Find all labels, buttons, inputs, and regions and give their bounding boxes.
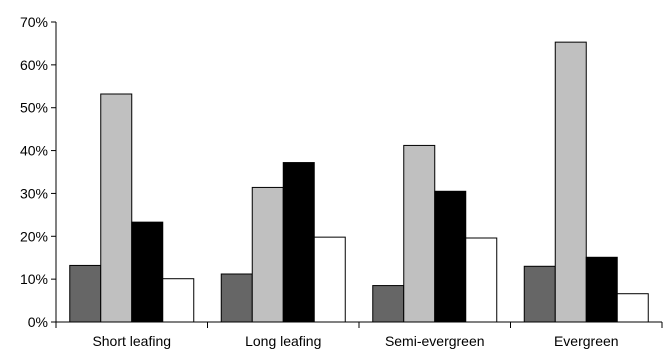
bar bbox=[100, 93, 133, 323]
bar bbox=[585, 256, 618, 323]
y-tick-label: 40% bbox=[20, 143, 48, 159]
y-tick-label: 30% bbox=[20, 185, 48, 201]
bar bbox=[523, 265, 556, 323]
y-tick-label: 0% bbox=[28, 314, 48, 330]
bar bbox=[131, 221, 164, 323]
x-tick-label: Evergreen bbox=[554, 333, 619, 349]
x-tick-label: Short leafing bbox=[92, 333, 171, 349]
bar bbox=[403, 144, 436, 323]
bar bbox=[162, 278, 195, 323]
bar bbox=[282, 162, 315, 323]
y-tick-label: 70% bbox=[20, 14, 48, 30]
bar bbox=[251, 186, 284, 323]
bar bbox=[554, 41, 587, 323]
x-tick-label: Long leafing bbox=[245, 333, 321, 349]
x-axis bbox=[55, 321, 663, 328]
y-tick-label: 60% bbox=[20, 57, 48, 73]
y-axis bbox=[51, 21, 57, 323]
bar bbox=[372, 285, 405, 323]
y-tick-label: 50% bbox=[20, 100, 48, 116]
bar bbox=[465, 237, 498, 323]
x-tick-label: Semi-evergreen bbox=[385, 333, 485, 349]
y-tick-label: 20% bbox=[20, 228, 48, 244]
bar bbox=[313, 236, 346, 323]
bar bbox=[434, 190, 467, 323]
bars bbox=[69, 41, 649, 323]
tick-labels: 0% 10% 20% 30% 40% 50% 60% 70% Short leafing Long… bbox=[20, 14, 619, 349]
y-tick-label: 10% bbox=[20, 271, 48, 287]
bar bbox=[616, 293, 649, 323]
bar bbox=[69, 264, 102, 323]
bar bbox=[220, 273, 253, 323]
